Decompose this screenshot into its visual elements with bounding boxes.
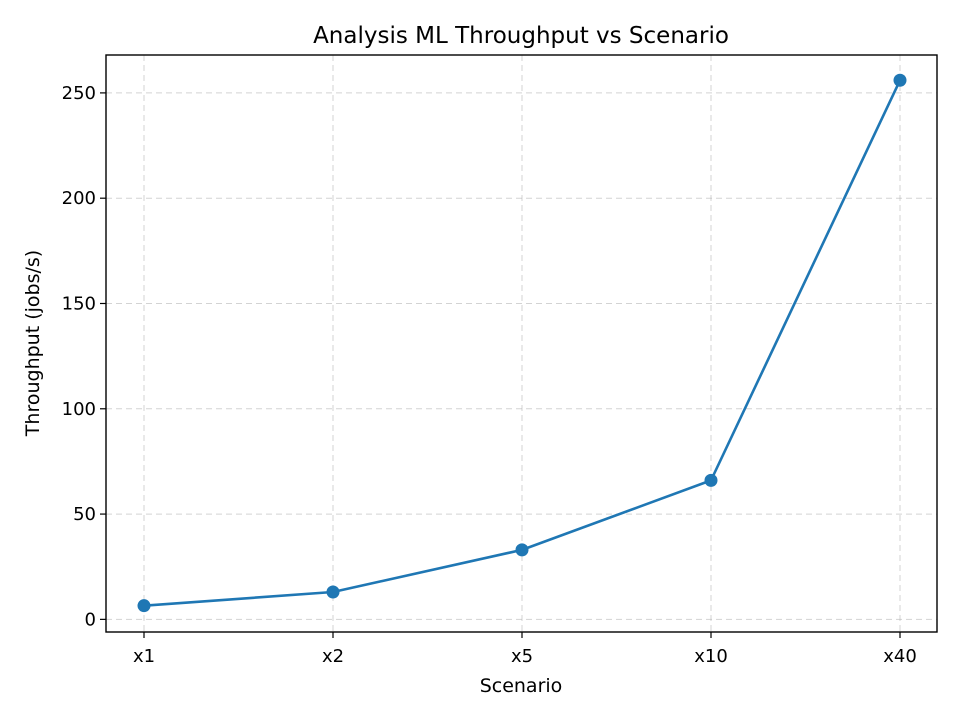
data-point [326, 585, 340, 599]
data-point [893, 73, 907, 87]
y-tick-label: 0 [85, 609, 96, 630]
x-tick-label: x40 [883, 646, 917, 667]
x-tick-label: x5 [511, 646, 533, 667]
x-axis-label: Scenario [480, 675, 563, 697]
y-tick-label: 200 [62, 188, 96, 209]
y-axis-label: Throughput (jobs/s) [22, 250, 44, 437]
series-layer [137, 73, 907, 613]
y-tick-label: 250 [62, 83, 96, 104]
y-tick-label: 100 [62, 399, 96, 420]
x-tick-label: x1 [133, 646, 155, 667]
chart-title: Analysis ML Throughput vs Scenario [313, 23, 729, 49]
y-tick-label: 150 [62, 293, 96, 314]
x-tick-label: x2 [322, 646, 344, 667]
data-point [137, 599, 151, 613]
data-point [515, 543, 529, 557]
data-point [704, 473, 718, 487]
axis-ticks: x1 x2 x5 x10 x40 0 50 100 150 200 250 [62, 83, 917, 667]
y-tick-label: 50 [73, 504, 96, 525]
x-tick-label: x10 [694, 646, 728, 667]
grid [106, 55, 937, 632]
